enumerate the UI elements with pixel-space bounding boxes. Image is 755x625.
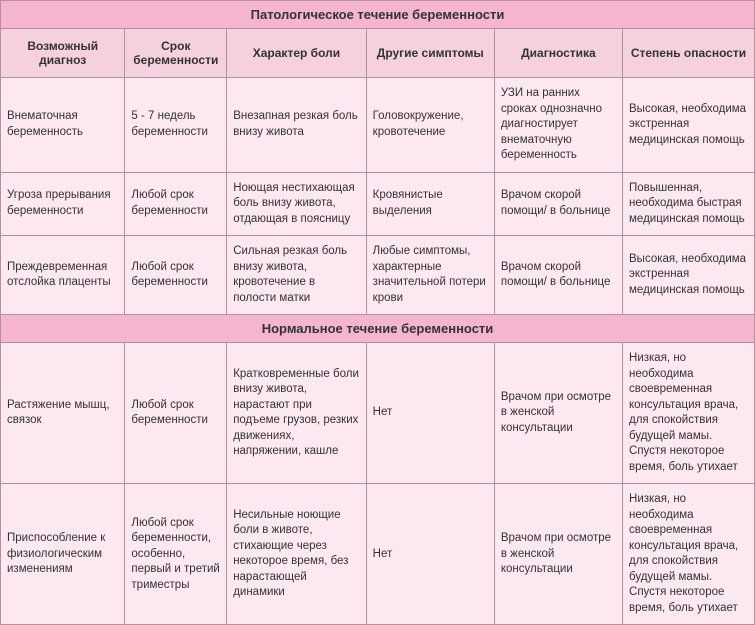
table-cell: Низкая, но необходима своевременная конс…: [623, 343, 755, 484]
table-cell: Внематочная беременность: [1, 78, 125, 173]
table-cell: Несильные ноющие боли в животе, стихающи…: [227, 484, 366, 625]
table-cell: Растяжение мышц, связок: [1, 343, 125, 484]
column-header: Другие симптомы: [366, 29, 494, 78]
section-title: Патологическое течение беременности: [1, 1, 755, 29]
table-cell: Преждевременная отслойка плаценты: [1, 236, 125, 315]
table-cell: Повышенная, необходима быстрая медицинск…: [623, 172, 755, 236]
table-cell: Нет: [366, 343, 494, 484]
table-cell: Любые симптомы, характерные значительной…: [366, 236, 494, 315]
section-title: Нормальное течение беременности: [1, 315, 755, 343]
table-cell: Любой срок беременности: [125, 172, 227, 236]
table-cell: Низкая, но необходима своевременная конс…: [623, 484, 755, 625]
table-cell: 5 - 7 недель беременности: [125, 78, 227, 173]
table-cell: Любой срок беременности, особенно, первы…: [125, 484, 227, 625]
column-header: Срок беременности: [125, 29, 227, 78]
column-header: Диагностика: [494, 29, 622, 78]
table-cell: Ноющая нестихающая боль внизу живота, от…: [227, 172, 366, 236]
table-cell: Кратковременные боли внизу живота, нарас…: [227, 343, 366, 484]
column-header: Характер боли: [227, 29, 366, 78]
table-cell: Любой срок беременности: [125, 343, 227, 484]
table-cell: Внезапная резкая боль внизу живота: [227, 78, 366, 173]
column-header: Возможный диагноз: [1, 29, 125, 78]
table-cell: Врачом при осмотре в женской консультаци…: [494, 484, 622, 625]
table-cell: Сильная резкая боль внизу живота, кровот…: [227, 236, 366, 315]
table-cell: Головокружение, кровотечение: [366, 78, 494, 173]
table-cell: Врачом при осмотре в женской консультаци…: [494, 343, 622, 484]
table-cell: Нет: [366, 484, 494, 625]
table-cell: Высокая, необходима экстренная медицинск…: [623, 78, 755, 173]
table-cell: УЗИ на ранних сроках однозначно диагност…: [494, 78, 622, 173]
table-cell: Кровянистые выделения: [366, 172, 494, 236]
table-cell: Любой срок беременности: [125, 236, 227, 315]
column-header: Степень опасности: [623, 29, 755, 78]
table-cell: Угроза прерывания беременности: [1, 172, 125, 236]
table-cell: Высокая, необходима экстренная медицинск…: [623, 236, 755, 315]
pregnancy-diagnosis-table: Патологическое течение беременностиВозмо…: [0, 0, 755, 625]
table-cell: Приспособление к физиологическим изменен…: [1, 484, 125, 625]
table-cell: Врачом скорой помощи/ в больнице: [494, 236, 622, 315]
table-cell: Врачом скорой помощи/ в больнице: [494, 172, 622, 236]
